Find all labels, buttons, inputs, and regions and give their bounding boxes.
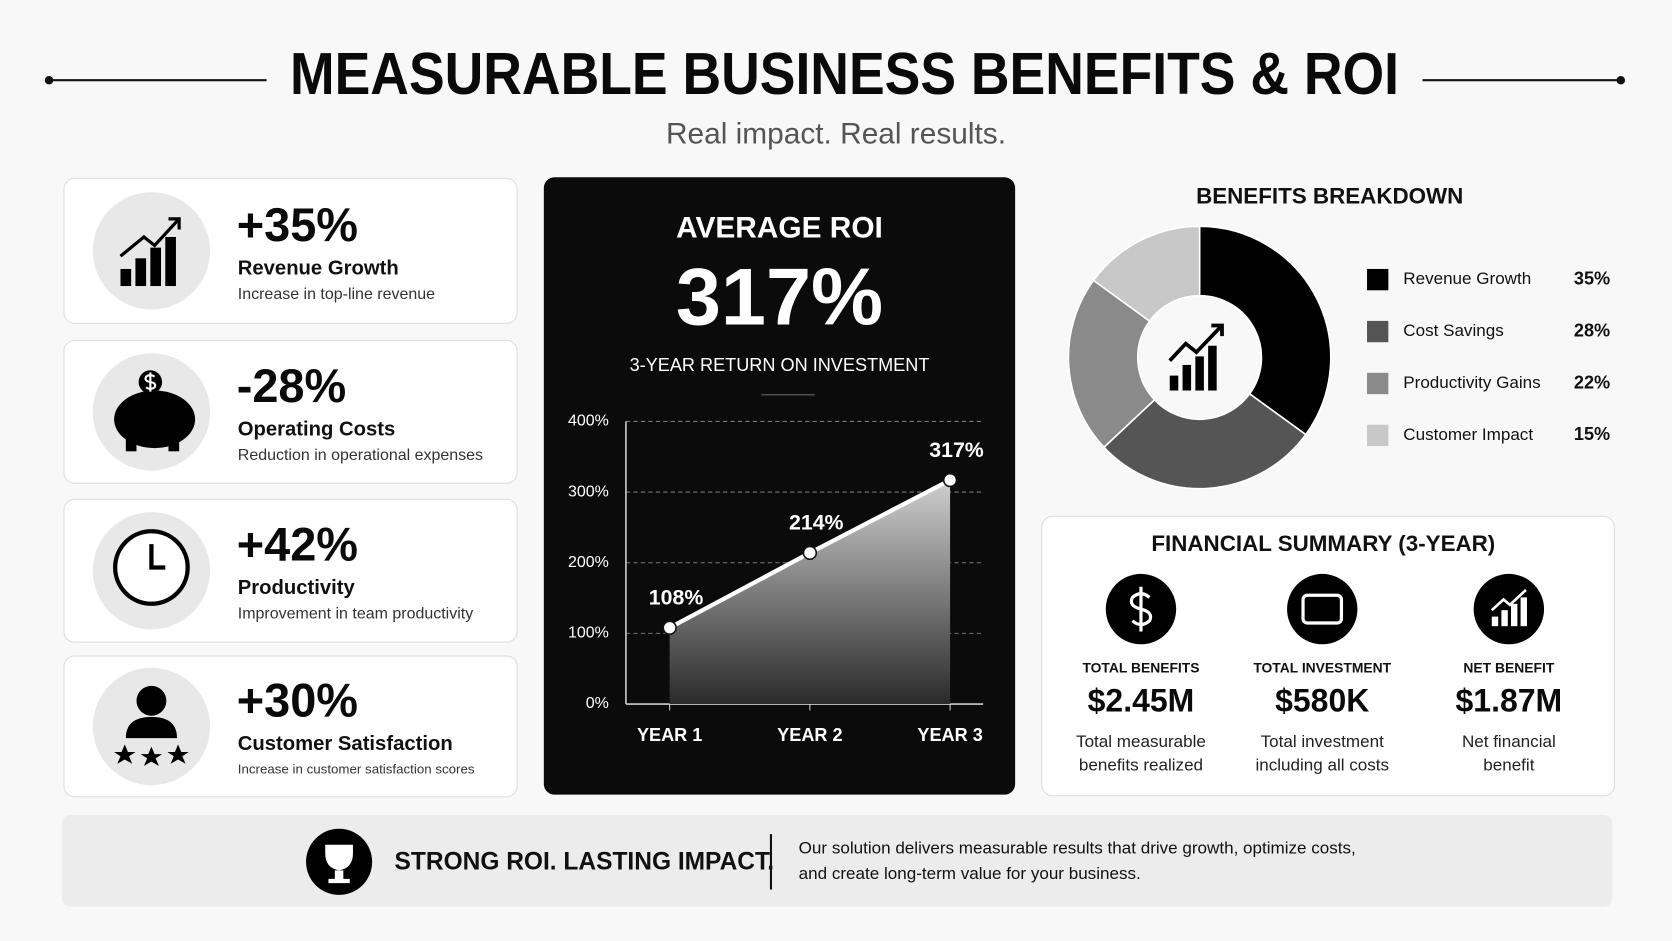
metric-value: +30%	[237, 674, 358, 726]
y-tick-label: 400%	[568, 413, 609, 430]
y-tick-label: 100%	[568, 625, 609, 642]
icon-revenue	[119, 217, 181, 287]
metric-value: +35%	[237, 199, 358, 251]
summary-desc: benefit	[1483, 755, 1534, 774]
summary-value: $2.45M	[1088, 682, 1195, 718]
donut-title: BENEFITS BREAKDOWN	[1196, 183, 1463, 208]
icon-chart-glyph	[1490, 588, 1527, 627]
point	[942, 472, 958, 488]
footer-text: and create long-term value for your busi…	[799, 864, 1141, 883]
header-dot	[44, 75, 54, 85]
area	[669, 480, 951, 705]
legend-label: Productivity Gains	[1403, 373, 1540, 392]
metric-label: Revenue Growth	[238, 257, 399, 279]
point	[662, 620, 677, 635]
header-dot	[1616, 75, 1626, 85]
summary-value: $580K	[1275, 682, 1369, 718]
metric-desc: Reduction in operational expenses	[238, 447, 483, 464]
donut-segment	[1102, 392, 1307, 490]
metric-desc: Increase in customer satisfaction scores	[238, 762, 475, 777]
legend-value: 35%	[1574, 268, 1610, 288]
icon-trophy-glyph	[325, 844, 353, 884]
icon-chart	[1473, 573, 1545, 645]
footer-box	[61, 814, 1613, 907]
legend-swatch	[1367, 372, 1389, 395]
page-subtitle: Real impact. Real results.	[666, 118, 1006, 151]
legend-swatch	[1367, 424, 1389, 447]
summary-desc: Total investment	[1261, 732, 1384, 751]
legend-value: 15%	[1574, 424, 1610, 444]
summary-desc: Net financial	[1462, 732, 1556, 751]
donut-center-icon	[1168, 323, 1224, 391]
legend-swatch	[1367, 320, 1389, 343]
legend-label: Cost Savings	[1403, 321, 1503, 340]
y-tick-label: 200%	[568, 554, 609, 571]
value-label: 317%	[929, 438, 984, 462]
metric-label: Customer Satisfaction	[238, 733, 453, 755]
roi-headline: 317%	[676, 252, 883, 342]
summary-title: FINANCIAL SUMMARY (3-YEAR)	[1151, 531, 1495, 556]
icon-customer	[114, 685, 189, 766]
icon-clock	[113, 529, 190, 606]
x-tick-label: YEAR 2	[777, 725, 842, 745]
legend-label: Revenue Growth	[1403, 269, 1531, 288]
donut-segment	[1092, 225, 1201, 323]
point	[802, 545, 818, 561]
summary-desc: including all costs	[1255, 755, 1389, 774]
x-tick-label: YEAR 3	[917, 725, 982, 745]
roi-title: AVERAGE ROI	[676, 211, 883, 244]
value-label: 214%	[789, 511, 844, 535]
donut-segment	[1198, 225, 1332, 436]
footer-text: Our solution delivers measurable results…	[799, 839, 1356, 858]
summary-value: $1.87M	[1456, 682, 1563, 718]
value-label: 108%	[649, 586, 704, 610]
icon-wallet-glyph	[1301, 593, 1344, 625]
icon-dollar-glyph	[1129, 586, 1153, 632]
metric-value: +42%	[237, 519, 358, 571]
summary-desc: Total measurable	[1076, 732, 1206, 751]
metric-desc: Increase in top-line revenue	[238, 286, 435, 303]
legend-swatch	[1367, 268, 1389, 291]
page-title: MEASURABLE BUSINESS BENEFITS & ROI	[290, 40, 1399, 107]
metric-value: -28%	[237, 360, 347, 412]
metric-label: Productivity	[238, 577, 356, 599]
metric-label: Operating Costs	[238, 418, 396, 440]
legend-value: 28%	[1574, 320, 1610, 340]
footer-tagline: STRONG ROI. LASTING IMPACT.	[395, 848, 775, 875]
y-tick-label: 0%	[586, 695, 609, 712]
legend-label: Customer Impact	[1403, 425, 1533, 444]
summary-label: NET BENEFIT	[1463, 659, 1554, 675]
roi-subtitle: 3-YEAR RETURN ON INVESTMENT	[630, 355, 930, 375]
y-tick-label: 300%	[568, 483, 609, 500]
summary-label: TOTAL INVESTMENT	[1253, 659, 1391, 675]
icon-piggy	[114, 370, 196, 452]
legend-value: 22%	[1574, 372, 1610, 392]
summary-label: TOTAL BENEFITS	[1082, 659, 1199, 675]
metric-desc: Improvement in team productivity	[238, 606, 473, 623]
summary-desc: benefits realized	[1079, 755, 1203, 774]
donut-segment	[1067, 279, 1156, 449]
icon-wallet	[1287, 573, 1358, 645]
x-tick-label: YEAR 1	[637, 725, 702, 745]
summary-box	[1041, 515, 1615, 797]
